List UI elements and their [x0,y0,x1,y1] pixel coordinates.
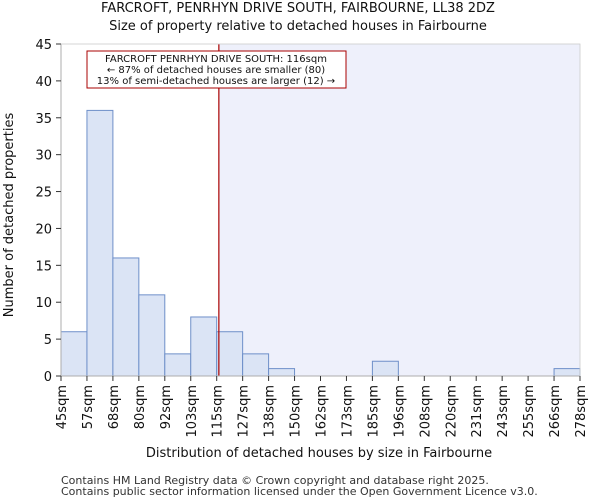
annotation-line-2: ← 87% of detached houses are smaller (80… [107,65,325,76]
bar [242,353,270,377]
y-tick-label: 35 [35,112,52,127]
x-tick-label: 92sqm [159,385,174,429]
x-tick-label: 231sqm [470,385,485,438]
bar [60,331,88,377]
x-tick-label: 220sqm [444,385,459,438]
bar [86,109,114,377]
x-tick-label: 208sqm [418,385,433,438]
y-tick-label: 30 [35,149,52,164]
y-tick-label: 40 [35,75,52,90]
x-tick-label: 138sqm [263,385,278,438]
x-tick-label: 68sqm [107,385,122,429]
footer-line-2: Contains public sector information licen… [61,485,538,498]
x-tick-label: 45sqm [55,385,70,429]
x-tick-label: 127sqm [237,385,252,438]
y-tick-label: 0 [44,370,52,385]
bar [190,316,218,377]
chart-subtitle: Size of property relative to detached ho… [109,19,487,34]
y-tick-label: 20 [35,222,52,237]
bar [164,353,192,377]
bar [216,331,244,377]
y-axis-label: Number of detached properties [2,113,17,318]
y-tick-label: 25 [35,186,52,201]
x-tick-label: 103sqm [185,385,200,438]
y-tick-label: 15 [35,259,52,274]
x-tick-label: 278sqm [574,385,589,438]
x-tick-label: 185sqm [366,385,381,438]
x-tick-label: 173sqm [340,385,355,438]
bars [60,109,581,377]
bar [268,368,296,377]
y-tick-label: 10 [35,296,52,311]
x-tick-label: 162sqm [315,385,330,438]
x-tick-label: 266sqm [548,385,563,438]
bar [553,368,581,377]
annotation-line-1: FARCROFT PENRHYN DRIVE SOUTH: 116sqm [105,54,327,65]
x-tick-label: 150sqm [289,385,304,438]
annotation-frame [86,50,347,89]
footer-line-1: Contains HM Land Registry data © Crown c… [61,474,489,487]
y-tick-label: 5 [44,333,52,348]
highlight-region [218,44,581,376]
x-tick-label: 57sqm [81,385,96,429]
bar [138,294,166,377]
bar [371,360,399,377]
annotation-line-3: 13% of semi-detached houses are larger (… [97,76,335,87]
x-tick-label: 243sqm [496,385,511,438]
bar [112,257,140,377]
y-tick-label: 45 [35,38,52,53]
x-tick-label: 196sqm [392,385,407,438]
x-tick-label: 115sqm [211,385,226,438]
x-tick-label: 80sqm [133,385,148,429]
y-ticks: 0 5 10 15 20 25 30 35 40 45 [35,38,61,385]
x-ticks: 45sqm 57sqm 68sqm 80sqm 92sqm 103sqm 115sqm 127… [55,376,589,438]
chart-title: FARCROFT, PENRHYN DRIVE SOUTH, FAIRBOURN… [101,1,495,16]
x-tick-label: 255sqm [522,385,537,438]
plot-area: 0 5 10 15 20 25 30 35 40 45 45sqm 57sqm 68sqm 80sqm 9… [35,38,589,438]
x-axis-label: Distribution of detached houses by size … [146,446,492,461]
annotation-box: FARCROFT PENRHYN DRIVE SOUTH: 116sqm ← 8… [86,50,347,89]
